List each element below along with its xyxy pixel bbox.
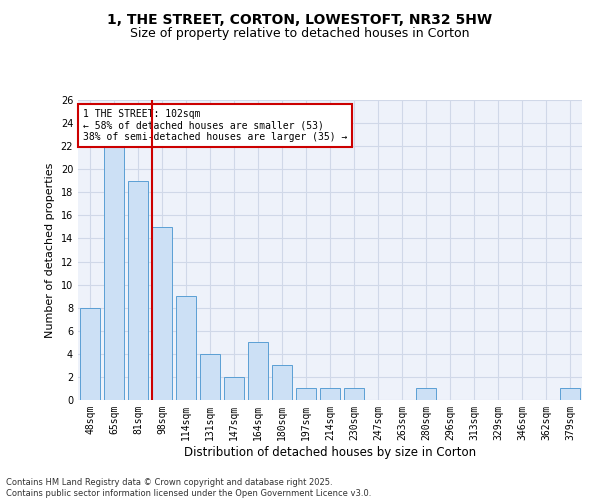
Text: 1 THE STREET: 102sqm
← 58% of detached houses are smaller (53)
38% of semi-detac: 1 THE STREET: 102sqm ← 58% of detached h… [83, 109, 347, 142]
Y-axis label: Number of detached properties: Number of detached properties [45, 162, 55, 338]
Bar [272, 366, 292, 400]
Bar [320, 388, 340, 400]
Text: 1, THE STREET, CORTON, LOWESTOFT, NR32 5HW: 1, THE STREET, CORTON, LOWESTOFT, NR32 5… [107, 12, 493, 26]
Bar [200, 354, 220, 400]
Bar [128, 181, 148, 400]
Bar [560, 388, 580, 400]
Bar [296, 388, 316, 400]
Bar [176, 296, 196, 400]
Bar [224, 377, 244, 400]
Bar [344, 388, 364, 400]
Bar [152, 227, 172, 400]
X-axis label: Distribution of detached houses by size in Corton: Distribution of detached houses by size … [184, 446, 476, 458]
Bar [104, 146, 124, 400]
Bar [80, 308, 100, 400]
Text: Contains HM Land Registry data © Crown copyright and database right 2025.
Contai: Contains HM Land Registry data © Crown c… [6, 478, 371, 498]
Bar [416, 388, 436, 400]
Bar [248, 342, 268, 400]
Text: Size of property relative to detached houses in Corton: Size of property relative to detached ho… [130, 28, 470, 40]
